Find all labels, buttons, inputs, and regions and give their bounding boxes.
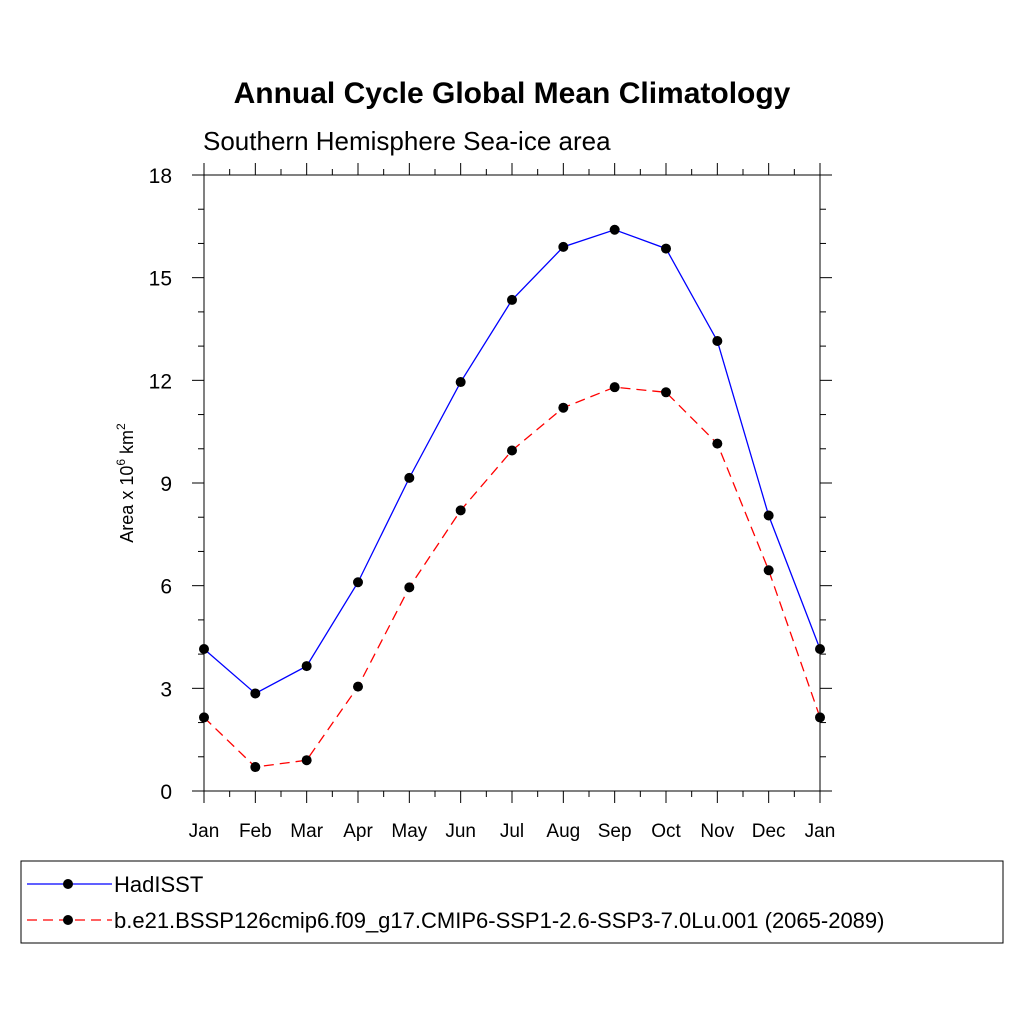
legend-items: HadISST b.e21.BSSP126cmip6.f09_g17.CMIP6-… bbox=[27, 872, 884, 933]
y-axis-label-prefix: Area x 10 bbox=[117, 466, 137, 543]
series-2-point bbox=[763, 565, 774, 576]
plot-frame bbox=[203, 174, 821, 792]
y-axis-label: Area x 106 km2 bbox=[114, 423, 137, 543]
chart-title: Annual Cycle Global Mean Climatology bbox=[234, 77, 791, 110]
legend-label-1: HadISST bbox=[114, 872, 203, 897]
y-axis-label-exp2: 2 bbox=[114, 423, 128, 430]
y-tick-label: 9 bbox=[160, 473, 172, 496]
series-2-point bbox=[712, 438, 723, 449]
series-1-point bbox=[763, 510, 774, 521]
series-1-point bbox=[199, 643, 209, 654]
x-tick-label: Feb bbox=[239, 821, 272, 842]
y-tick-label: 0 bbox=[160, 781, 172, 804]
series-2-point bbox=[558, 402, 569, 413]
y-axis-label-unit: km bbox=[117, 430, 137, 459]
series-1-point bbox=[609, 224, 620, 235]
plot-axes: Jan Feb Mar Apr May Jun Jul Aug Sep Oct Nov Dec Jan 0… bbox=[149, 163, 836, 842]
x-tick-label: Nov bbox=[700, 821, 734, 842]
series-2-point bbox=[661, 387, 671, 398]
x-tick-label: Dec bbox=[752, 821, 786, 842]
legend-label-2: b.e21.BSSP126cmip6.f09_g17.CMIP6-SSP1-2.… bbox=[114, 908, 884, 933]
chart-subtitle: Southern Hemisphere Sea-ice area bbox=[203, 126, 611, 156]
series-1-point bbox=[455, 377, 466, 388]
legend: HadISST b.e21.BSSP126cmip6.f09_g17.CMIP6-… bbox=[20, 860, 1004, 944]
y-tick-label: 3 bbox=[160, 678, 172, 701]
series-2-point bbox=[507, 445, 517, 456]
series-2-point bbox=[353, 681, 363, 692]
x-tick-label: May bbox=[391, 821, 427, 842]
series-2-point bbox=[404, 582, 415, 593]
series-1-point bbox=[404, 472, 415, 483]
x-tick-label: Apr bbox=[343, 821, 373, 842]
series-1-point bbox=[661, 243, 671, 254]
y-tick-label: 6 bbox=[160, 576, 172, 599]
y-tick-label: 12 bbox=[149, 370, 172, 393]
legend-marker-2 bbox=[63, 915, 73, 925]
series-2-point bbox=[301, 755, 312, 766]
series-2-point bbox=[609, 382, 620, 393]
plot-series bbox=[199, 224, 825, 773]
y-tick-label: 15 bbox=[149, 268, 172, 291]
series-1-point bbox=[301, 661, 312, 672]
series-1-point bbox=[353, 577, 363, 588]
y-axis-label-exp1: 6 bbox=[114, 459, 128, 466]
series-2-point bbox=[199, 712, 209, 723]
series-1-point bbox=[507, 294, 517, 305]
series-2-point bbox=[250, 762, 261, 773]
x-tick-label: Jan bbox=[189, 821, 220, 842]
legend-marker-1 bbox=[63, 879, 73, 889]
x-tick-label: Aug bbox=[546, 821, 580, 842]
series-2-point bbox=[815, 712, 825, 723]
x-tick-label: Jul bbox=[500, 821, 524, 842]
series-1-point bbox=[558, 241, 569, 252]
x-tick-label: Oct bbox=[651, 821, 681, 842]
x-tick-label: Sep bbox=[598, 821, 632, 842]
series-1-point bbox=[250, 688, 261, 699]
series-1-point bbox=[712, 335, 723, 346]
series-2-point bbox=[455, 505, 466, 516]
y-tick-label: 18 bbox=[149, 165, 172, 188]
x-tick-label: Jan bbox=[805, 821, 836, 842]
legend-box bbox=[20, 860, 1004, 944]
series-line-2 bbox=[203, 386, 821, 768]
x-tick-label: Mar bbox=[290, 821, 323, 842]
x-tick-label: Jun bbox=[445, 821, 476, 842]
series-1-point bbox=[815, 643, 825, 654]
